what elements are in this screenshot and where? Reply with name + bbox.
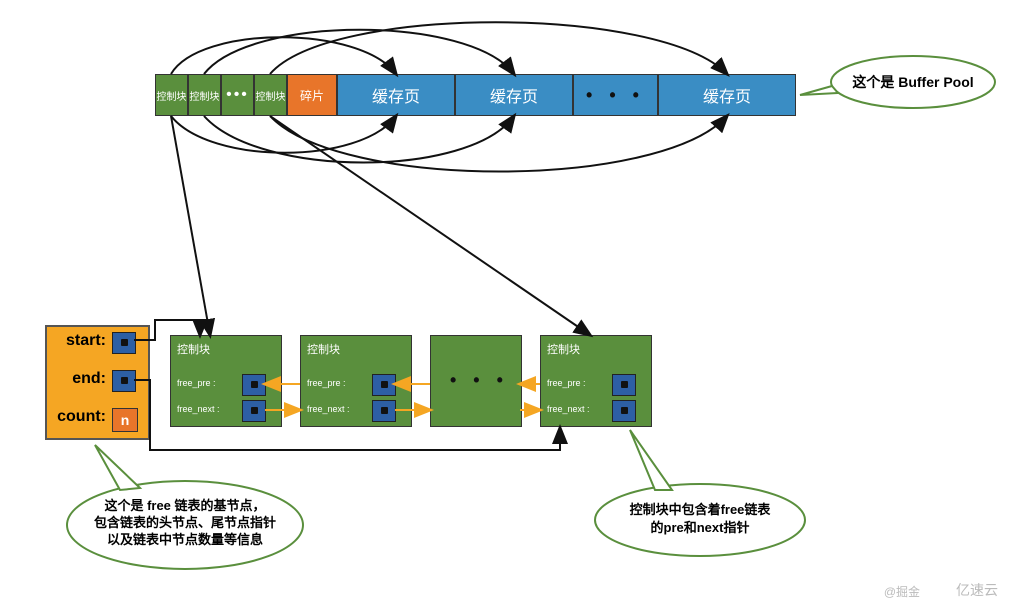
base-end-label: end: (46, 370, 106, 388)
end-ptr (112, 370, 136, 392)
count-value: n (112, 408, 138, 432)
cache-page-2: 缓存页 (455, 74, 573, 116)
ctrl-block-1: 控制块 (155, 74, 188, 116)
base-count-label: count: (46, 408, 106, 426)
base-start-label: start: (46, 332, 106, 350)
watermark-yisu: 亿速云 (956, 580, 998, 600)
fb2-next-ptr (372, 400, 396, 422)
fb3-pre-ptr (612, 374, 636, 396)
fb1-pre-ptr (242, 374, 266, 396)
fb2-next: free_next : (307, 404, 350, 414)
fb1-pre: free_pre : (177, 378, 216, 388)
freelist-callout-l2: 的pre和next指针 (651, 520, 750, 535)
watermark-juejin: @掘金 (884, 583, 920, 600)
fragment-block: 碎片 (287, 74, 337, 116)
fb3-pre: free_pre : (547, 378, 586, 388)
cache-page-3: 缓存页 (658, 74, 796, 116)
fb1-next: free_next : (177, 404, 220, 414)
cache-page-1: 缓存页 (337, 74, 455, 116)
cache-page-ellipsis: • • • (573, 74, 658, 116)
basenode-callout-l1: 这个是 free 链表的基节点， (104, 498, 265, 513)
fb2-title: 控制块 (307, 341, 340, 357)
freelist-ellipsis-dots: • • • (450, 370, 509, 391)
ctrl-block-3: 控制块 (254, 74, 287, 116)
basenode-callout-l2: 包含链表的头节点、尾节点指针 (94, 515, 276, 530)
start-ptr (112, 332, 136, 354)
freelist-callout-l1: 控制块中包含着free链表 (630, 502, 772, 517)
diagram-canvas: 控制块 控制块 ••• 控制块 碎片 缓存页 缓存页 • • • 缓存页 sta… (0, 0, 1010, 606)
bp-callout-text: 这个是 Buffer Pool (852, 74, 973, 90)
ctrl-block-ellipsis: ••• (221, 74, 254, 116)
fb3-title: 控制块 (547, 341, 580, 357)
basenode-callout-l3: 以及链表中节点数量等信息 (107, 532, 263, 547)
fb2-pre: free_pre : (307, 378, 346, 388)
fb1-next-ptr (242, 400, 266, 422)
fb3-next: free_next : (547, 404, 590, 414)
fb3-next-ptr (612, 400, 636, 422)
fb1-title: 控制块 (177, 341, 210, 357)
fb2-pre-ptr (372, 374, 396, 396)
ctrl-block-2: 控制块 (188, 74, 221, 116)
